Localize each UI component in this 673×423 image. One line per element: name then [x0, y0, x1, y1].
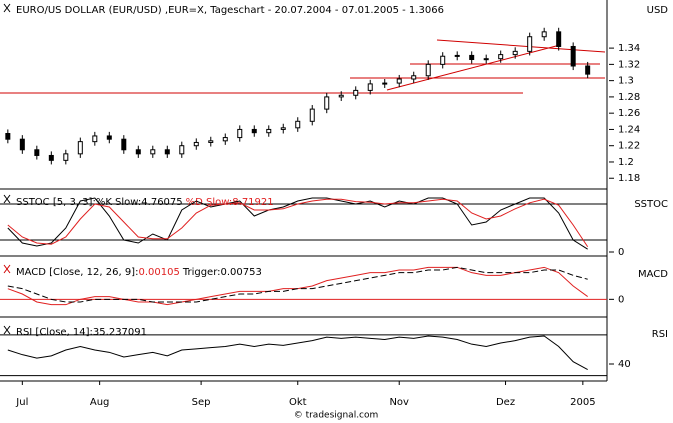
candle-body	[396, 78, 402, 84]
legend: SSTOC [5, 3, 3]:%K Slow:4.76075 %D Slow:8…	[16, 197, 274, 208]
x-tick-label: 2005	[570, 397, 595, 408]
candle-body	[570, 45, 576, 67]
candle-body	[512, 50, 518, 56]
candle-body	[77, 141, 83, 155]
y-tick-label: 1.24	[618, 124, 640, 135]
y-tick-label: 1.2	[618, 157, 634, 168]
candle-body	[498, 54, 504, 60]
candle-body	[34, 149, 40, 156]
candle-body	[48, 154, 54, 161]
candle-body	[266, 128, 272, 134]
panel-label: SSTOC	[634, 199, 668, 210]
x-tick-label: Jul	[15, 397, 28, 408]
panel-title: SSTOC [5, 3, 3]:	[16, 197, 96, 208]
panel-title: MACD [Close, 12, 26, 9]:	[16, 267, 138, 278]
x-tick-label: Aug	[90, 397, 110, 408]
candle-body	[353, 89, 359, 96]
candle-body	[338, 94, 344, 98]
y-tick-label: 0	[618, 294, 624, 305]
panel-label: USD	[647, 5, 669, 16]
y-tick-label: 1.32	[618, 59, 640, 70]
panel-title: EURO/US DOLLAR (EUR/USD) ,EUR=X, Tagesch…	[16, 5, 444, 16]
candle-body	[469, 54, 475, 60]
legend-entry: %K Slow:4.76075	[96, 197, 183, 208]
candle-body	[222, 137, 228, 142]
candle-body	[382, 82, 388, 85]
candle-body	[295, 120, 301, 129]
legend-entry: %D Slow:8.71921	[186, 197, 274, 208]
panel-label: MACD	[638, 269, 668, 280]
panel-title: RSI [Close, 14]:	[16, 327, 93, 338]
x-tick-label: Dez	[496, 397, 515, 408]
legend: EURO/US DOLLAR (EUR/USD) ,EUR=X, Tagesch…	[16, 5, 444, 16]
indicator-line	[7, 266, 588, 306]
candle-body	[92, 135, 98, 143]
legend: RSI [Close, 14]:35.237091	[16, 327, 147, 338]
y-tick-label: 1.26	[618, 108, 640, 119]
candle-body	[541, 31, 547, 38]
candle-body	[251, 128, 257, 134]
trend-line	[436, 39, 606, 53]
y-tick-label: 1.3	[618, 76, 634, 87]
candle-body	[440, 55, 446, 65]
candle-body	[150, 149, 156, 155]
y-tick-label: 1.34	[618, 43, 640, 54]
y-tick-label: 0	[618, 247, 624, 258]
candle-body	[585, 65, 591, 75]
candle-body	[309, 108, 315, 122]
indicator-line	[7, 266, 588, 303]
x-tick-label: Nov	[389, 397, 409, 408]
trend-line	[386, 44, 561, 91]
candle-body	[164, 149, 170, 155]
candle-body	[135, 149, 141, 155]
indicator-line	[7, 198, 589, 248]
candle-body	[121, 138, 127, 151]
legend-entry: 0.00105	[138, 267, 179, 278]
candle-body	[556, 31, 562, 47]
watermark: © tradesignal.com	[294, 411, 379, 421]
candle-body	[179, 145, 185, 155]
y-tick-label: 1.28	[618, 92, 640, 103]
candle-body	[454, 54, 460, 57]
y-tick-label: 40	[618, 359, 631, 370]
candle-body	[411, 75, 417, 80]
candle-body	[280, 127, 286, 130]
panel-label: RSI	[652, 329, 668, 340]
candle-body	[63, 153, 69, 161]
candle-body	[5, 133, 11, 140]
legend: MACD [Close, 12, 26, 9]:0.00105 Trigger:0…	[16, 267, 262, 278]
y-tick-label: 1.22	[618, 141, 640, 152]
candle-body	[106, 135, 112, 140]
candle-body	[324, 96, 330, 110]
legend-entry: Trigger:0.00753	[182, 267, 262, 278]
candle-body	[527, 36, 533, 52]
y-tick-label: 1.18	[618, 173, 640, 184]
candle-body	[19, 138, 25, 151]
candle-body	[425, 63, 431, 77]
indicator-line	[7, 335, 588, 370]
candle-body	[237, 128, 243, 139]
candle-body	[367, 83, 373, 91]
series-icons	[3, 3, 11, 335]
legend-entry: 35.237091	[93, 327, 147, 338]
candle-body	[483, 58, 489, 61]
candle-body	[193, 141, 199, 147]
x-tick-label: Sep	[192, 397, 211, 408]
candle-body	[208, 140, 214, 143]
x-tick-label: Okt	[289, 397, 307, 408]
